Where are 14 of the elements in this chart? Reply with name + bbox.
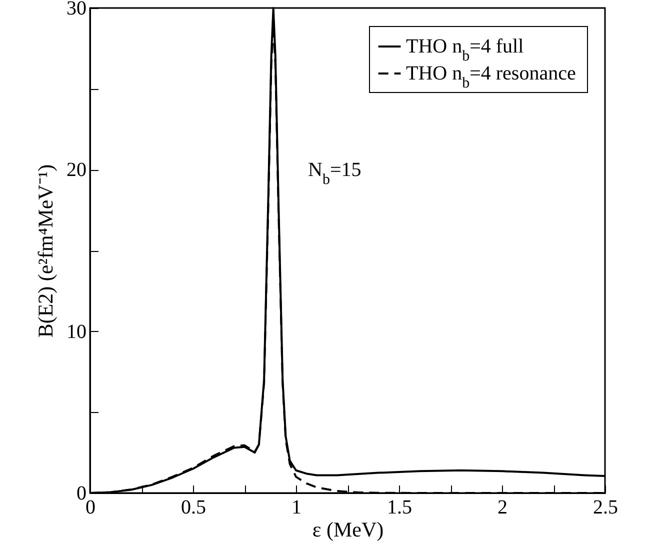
y-tick-label: 0 bbox=[76, 482, 86, 504]
annotation: N$_{b}$=15 bbox=[308, 159, 362, 188]
x-tick-label: 2.5 bbox=[593, 496, 618, 518]
x-axis-title: ε (MeV) bbox=[312, 518, 384, 542]
x-tick-label: 1 bbox=[292, 496, 302, 518]
y-axis-title: B(E2) (e²fm⁴MeV⁻¹) bbox=[34, 164, 58, 338]
y-tick-label: 20 bbox=[66, 159, 86, 182]
x-tick-label: 0.5 bbox=[181, 496, 206, 518]
x-tick-label: 1.5 bbox=[387, 496, 412, 518]
y-tick-label: 10 bbox=[66, 320, 86, 343]
legend-label: THO n$_{b}$=4 full bbox=[406, 36, 524, 64]
y-tick-label: 30 bbox=[66, 0, 86, 20]
legend-label: THO n$_{b}$=4 resonance bbox=[406, 62, 576, 92]
x-tick-label: 2 bbox=[498, 496, 508, 518]
